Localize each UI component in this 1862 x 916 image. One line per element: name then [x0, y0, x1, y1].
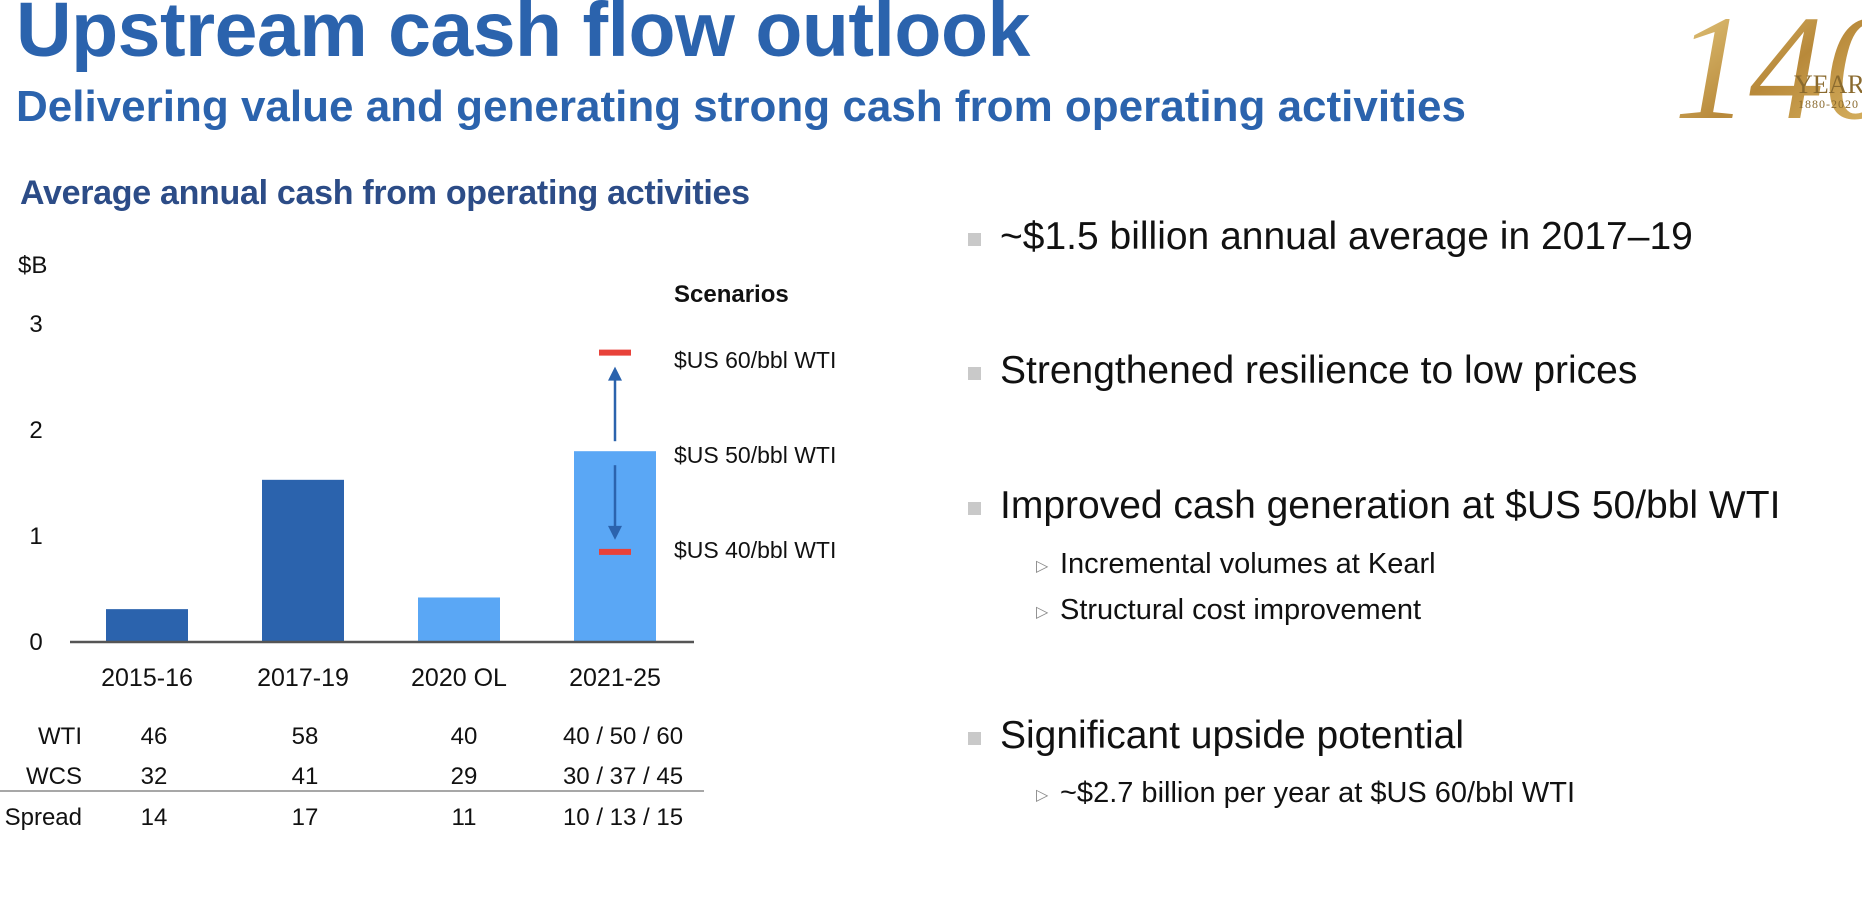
table-cell: 40 — [451, 723, 478, 750]
table-cell: 46 — [141, 723, 168, 750]
logo-years: 1880-2020 — [1798, 97, 1859, 111]
table-cell: 30 / 37 / 45 — [563, 763, 683, 790]
table-cell: 32 — [141, 763, 168, 790]
scenario-low-marker — [599, 548, 631, 555]
cash-flow-bar-chart: $B 0 1 2 3 2015-16 2017-19 2020 OL 2021-25 Sce… — [0, 252, 836, 831]
table-cell: 14 — [141, 804, 168, 831]
table-cell: 41 — [292, 763, 319, 790]
page-title: Upstream cash flow outlook — [16, 0, 1030, 73]
y-axis-label: $B — [18, 252, 47, 279]
bar-2017-19 — [262, 479, 344, 642]
bar-2020-ol — [418, 597, 500, 642]
table-row-label: Spread — [5, 804, 82, 831]
x-tick-label: 2021-25 — [569, 664, 661, 692]
bar-2015-16 — [106, 609, 188, 642]
bullet-square-icon — [968, 732, 981, 745]
arrow-down-head-icon — [608, 525, 622, 540]
scenario-high-marker — [599, 349, 631, 356]
scenario-high-label: $US 60/bbl WTI — [674, 347, 836, 373]
table-cell: 11 — [452, 804, 477, 831]
x-tick-label: 2015-16 — [101, 664, 193, 692]
arrow-up-head-icon — [608, 366, 622, 381]
table-cell: 40 / 50 / 60 — [563, 723, 683, 750]
triangle-bullet-icon: ▷ — [1036, 558, 1049, 575]
table-cell: 17 — [292, 804, 319, 831]
x-tick-label: 2020 OL — [411, 664, 507, 692]
table-cell: 58 — [292, 723, 319, 750]
logo-number: 140 — [1674, 0, 1862, 125]
scenario-base-label: $US 50/bbl WTI — [674, 442, 836, 468]
table-row-label: WCS — [26, 763, 82, 790]
scenario-low-label: $US 40/bbl WTI — [674, 537, 836, 563]
x-tick-label: 2017-19 — [257, 664, 349, 692]
y-tick-label: 2 — [29, 417, 42, 444]
bullet-square-icon — [968, 367, 981, 380]
table-row-label: WTI — [38, 723, 82, 750]
triangle-bullet-icon: ▷ — [1036, 787, 1049, 804]
bullet-square-icon — [968, 502, 981, 515]
y-tick-label: 1 — [29, 523, 42, 550]
logo-label: YEARS — [1794, 70, 1862, 99]
table-cell: 10 / 13 / 15 — [563, 804, 683, 831]
scenarios-title: Scenarios — [674, 281, 789, 308]
table-cell: 29 — [451, 763, 478, 790]
bullet-square-icon — [968, 233, 981, 246]
anniversary-logo: 140 YEARS 1880-2020 — [1674, 0, 1862, 125]
chart-heading: Average annual cash from operating activ… — [20, 174, 750, 212]
page-subtitle: Delivering value and generating strong c… — [16, 82, 1466, 131]
y-tick-label: 3 — [29, 311, 42, 338]
triangle-bullet-icon: ▷ — [1036, 604, 1049, 621]
y-tick-label: 0 — [29, 629, 42, 656]
